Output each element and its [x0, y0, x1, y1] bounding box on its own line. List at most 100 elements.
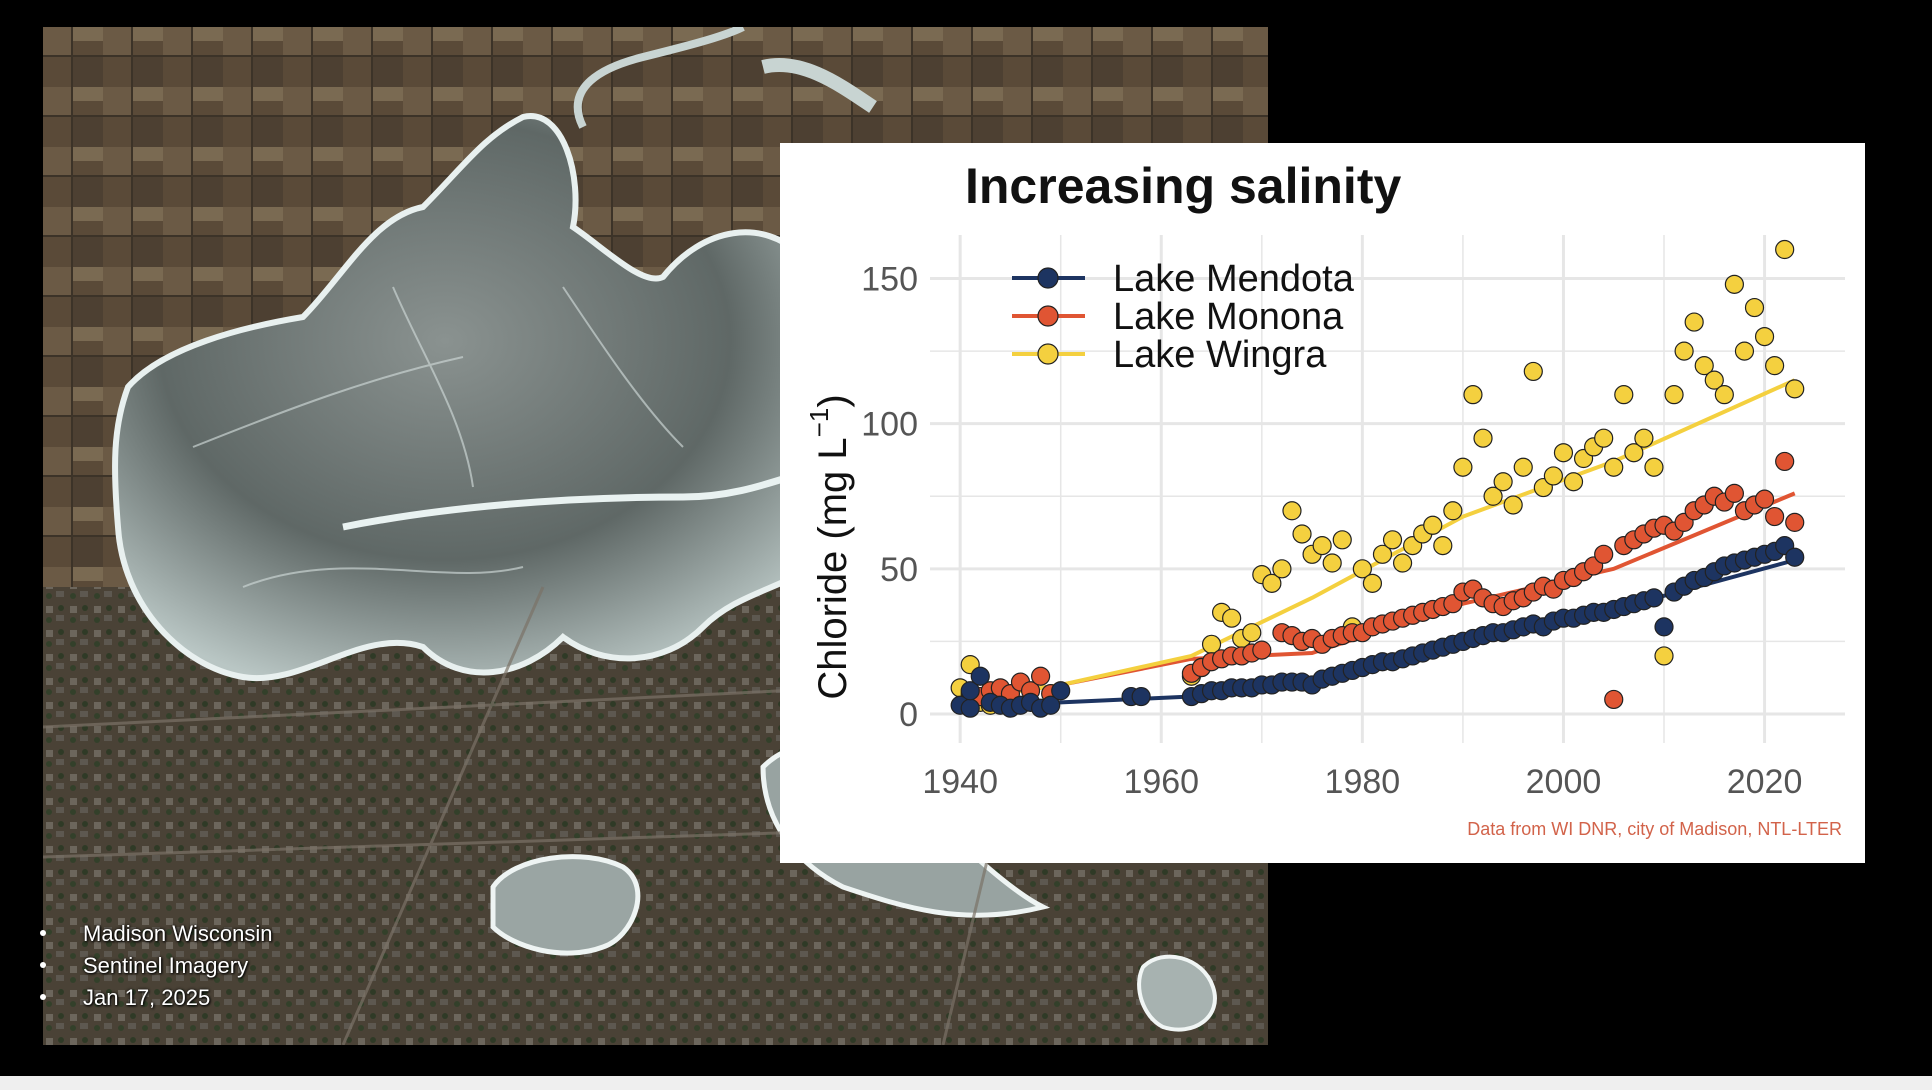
- point-lake-wingra: [1775, 239, 1795, 260]
- point-lake-wingra: [1242, 623, 1262, 643]
- point-lake-monona: [1252, 640, 1272, 660]
- caption-source: Sentinel Imagery: [83, 953, 249, 978]
- point-lake-wingra: [1292, 524, 1312, 544]
- legend-label-lake-mendota: Lake Mendota: [1113, 258, 1355, 300]
- legend-marker-lake-monona: [1037, 305, 1059, 327]
- caption-date: Jan 17, 2025: [83, 985, 211, 1010]
- point-lake-wingra: [1473, 428, 1493, 448]
- caption-location: Madison Wisconsin: [83, 921, 273, 946]
- data-points: [950, 239, 1805, 718]
- point-lake-wingra: [1433, 536, 1453, 556]
- point-lake-wingra: [1282, 501, 1302, 521]
- point-lake-monona: [1594, 544, 1614, 564]
- y-axis-label: Chloride (mg L−1): [804, 394, 855, 699]
- point-lake-wingra: [1563, 472, 1584, 492]
- point-lake-wingra: [1754, 327, 1775, 347]
- point-lake-wingra: [1664, 385, 1684, 405]
- point-lake-wingra: [1372, 544, 1393, 564]
- point-lake-wingra: [1734, 341, 1755, 361]
- point-lake-wingra: [1765, 356, 1785, 376]
- y-axis-title-superscript: −1: [804, 408, 834, 438]
- point-lake-wingra: [1423, 515, 1443, 535]
- chart-title: Increasing salinity: [965, 158, 1401, 214]
- point-lake-wingra: [1724, 274, 1744, 294]
- point-lake-wingra: [1644, 457, 1664, 477]
- chloride-chart: Increasing salinity 1940 1960 1980 2000 2020…: [804, 158, 1845, 839]
- y-tick-label: 50: [880, 551, 918, 589]
- y-tick-label: 150: [861, 261, 918, 299]
- chart-axes: 1940 1960 1980 2000 2020 0 50 100 150: [861, 261, 1802, 801]
- chart-grid: [930, 235, 1845, 743]
- point-lake-wingra: [1543, 466, 1564, 486]
- legend-marker-lake-wingra: [1037, 343, 1059, 365]
- source-note: Data from WI DNR, city of Madison, NTL-L…: [1467, 819, 1842, 839]
- point-lake-wingra: [1654, 646, 1674, 666]
- point-lake-monona: [1724, 483, 1744, 503]
- point-lake-mendota: [1785, 547, 1805, 567]
- point-lake-wingra: [1392, 553, 1413, 573]
- legend-marker-lake-mendota: [1037, 267, 1059, 289]
- point-lake-wingra: [1382, 530, 1403, 550]
- caption-bullet: [40, 994, 46, 1000]
- point-lake-wingra: [1493, 472, 1513, 492]
- point-lake-monona: [1775, 451, 1795, 472]
- point-lake-wingra: [1604, 457, 1624, 477]
- point-lake-wingra: [1352, 559, 1372, 579]
- point-lake-wingra: [1312, 536, 1332, 556]
- point-lake-wingra: [1222, 608, 1242, 628]
- x-tick-label: 1980: [1325, 763, 1401, 801]
- point-lake-mendota: [1131, 686, 1151, 707]
- point-lake-mendota: [970, 666, 990, 686]
- point-lake-wingra: [1624, 443, 1644, 463]
- point-lake-wingra: [1262, 573, 1282, 593]
- caption-bullet: [40, 962, 46, 968]
- y-axis-title: Chloride (mg L−1): [804, 394, 855, 699]
- point-lake-mendota: [1654, 617, 1674, 637]
- point-lake-wingra: [1614, 385, 1634, 405]
- point-lake-wingra: [1634, 428, 1654, 448]
- point-lake-monona: [1031, 666, 1051, 686]
- point-lake-wingra: [1332, 530, 1352, 550]
- x-tick-label: 1960: [1123, 763, 1199, 801]
- point-lake-wingra: [1553, 443, 1574, 463]
- image-caption: Madison Wisconsin Sentinel Imagery Jan 1…: [40, 918, 360, 1014]
- point-lake-wingra: [1362, 573, 1383, 593]
- point-lake-wingra: [1272, 559, 1292, 579]
- point-lake-mendota: [960, 681, 980, 701]
- point-lake-monona: [1604, 689, 1624, 710]
- point-lake-monona: [1765, 506, 1785, 527]
- point-lake-wingra: [1744, 297, 1765, 318]
- bottom-strip: [0, 1076, 1932, 1090]
- point-lake-wingra: [1443, 501, 1463, 521]
- point-lake-wingra: [1694, 356, 1714, 376]
- point-lake-wingra: [1674, 341, 1694, 361]
- x-tick-label: 1940: [922, 763, 998, 801]
- point-lake-wingra: [1523, 361, 1543, 382]
- point-lake-wingra: [1684, 312, 1704, 332]
- x-tick-label: 2000: [1526, 763, 1602, 801]
- y-tick-label: 100: [861, 406, 918, 444]
- chart-panel: Increasing salinity 1940 1960 1980 2000 2020…: [780, 143, 1865, 863]
- point-lake-monona: [1785, 512, 1805, 532]
- point-lake-mendota: [1644, 588, 1664, 608]
- point-lake-wingra: [1503, 495, 1523, 515]
- legend-label-lake-monona: Lake Monona: [1113, 296, 1344, 338]
- point-lake-wingra: [1322, 553, 1342, 573]
- point-lake-mendota: [1041, 695, 1061, 715]
- point-lake-mendota: [960, 698, 980, 718]
- point-lake-wingra: [1463, 385, 1483, 405]
- point-lake-wingra: [1785, 379, 1805, 399]
- point-lake-monona: [1754, 489, 1775, 509]
- y-tick-label: 0: [899, 696, 918, 734]
- legend-label-lake-wingra: Lake Wingra: [1113, 334, 1327, 376]
- point-lake-wingra: [1483, 486, 1503, 506]
- point-lake-wingra: [1513, 457, 1533, 477]
- y-axis-title-suffix: ): [811, 394, 855, 407]
- point-lake-wingra: [1594, 428, 1614, 448]
- point-lake-wingra: [1714, 385, 1734, 405]
- y-axis-title-main: Chloride (mg L: [811, 437, 855, 699]
- x-tick-label: 2020: [1727, 763, 1803, 801]
- point-lake-wingra: [1704, 370, 1724, 390]
- caption-bullet: [40, 930, 46, 936]
